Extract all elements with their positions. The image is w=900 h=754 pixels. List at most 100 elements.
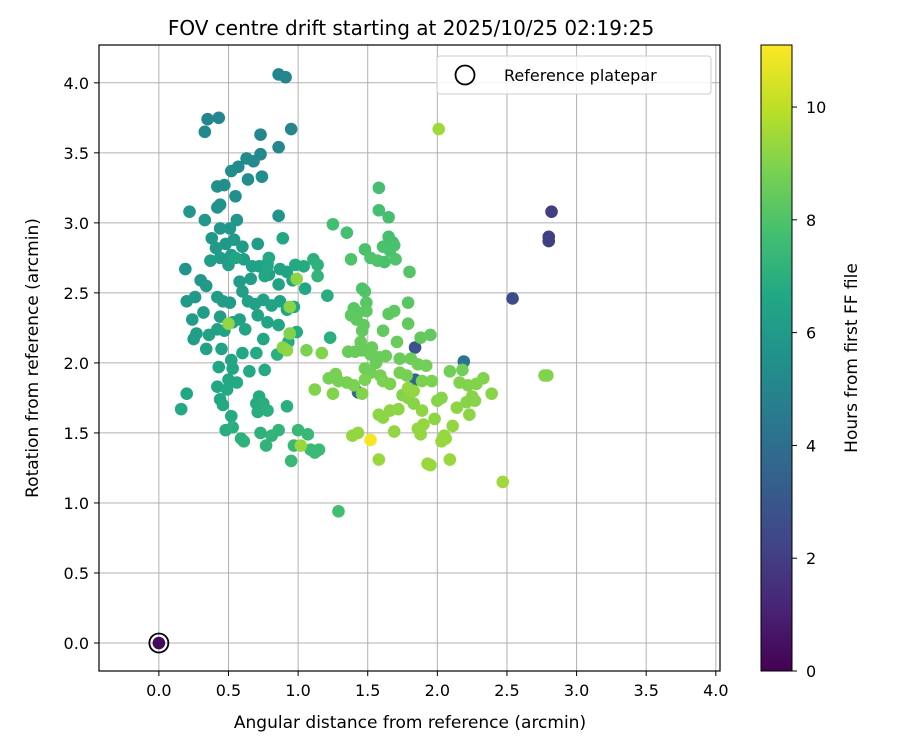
data-point	[236, 285, 249, 298]
y-tick-label: 1.5	[64, 424, 89, 443]
data-point	[259, 439, 273, 452]
data-point	[301, 428, 315, 441]
data-point	[463, 408, 476, 422]
data-point	[347, 379, 361, 392]
data-point	[428, 412, 441, 426]
data-point	[198, 125, 212, 139]
data-point	[379, 349, 393, 363]
data-point	[226, 421, 239, 434]
data-point	[180, 387, 194, 401]
data-points	[148, 68, 558, 654]
data-point	[332, 505, 345, 518]
data-point	[257, 332, 270, 346]
x-axis-ticks: 0.0 0.5 1.0 1.5 2.0 2.5 3.0 3.5 4.0	[146, 671, 729, 700]
data-point	[233, 275, 246, 288]
data-point	[276, 231, 290, 245]
data-point	[424, 328, 437, 342]
data-point	[236, 346, 249, 360]
data-point	[244, 272, 258, 286]
data-point	[378, 255, 391, 269]
legend-reference-marker	[454, 64, 476, 86]
data-point	[280, 343, 294, 357]
y-tick-label: 2.5	[64, 284, 89, 303]
data-point	[390, 335, 404, 349]
data-point	[542, 234, 556, 248]
data-point	[197, 306, 210, 319]
y-tick-label: 1.0	[64, 494, 89, 513]
colorbar-tick-label: 2	[806, 549, 816, 568]
data-point	[360, 304, 373, 318]
data-point	[255, 170, 269, 183]
data-point	[506, 292, 519, 305]
data-point	[424, 458, 437, 472]
data-point	[187, 332, 200, 346]
data-point	[372, 181, 386, 195]
data-point	[290, 272, 304, 286]
data-point	[223, 222, 237, 235]
data-point	[415, 374, 429, 388]
data-point	[243, 365, 256, 378]
data-point	[389, 252, 402, 266]
data-point	[237, 435, 251, 448]
data-point	[254, 426, 267, 440]
data-point	[179, 262, 192, 276]
x-tick-label: 0.5	[216, 681, 241, 700]
y-tick-label: 3.5	[64, 144, 89, 163]
data-point	[183, 205, 196, 218]
data-point	[425, 374, 439, 388]
data-point	[312, 443, 326, 457]
x-tick-label: 2.5	[494, 681, 519, 700]
x-tick-label: 2.0	[425, 681, 450, 700]
data-point	[180, 294, 194, 308]
data-point	[213, 251, 227, 265]
data-point	[355, 282, 369, 295]
data-point	[311, 269, 324, 283]
data-point	[226, 362, 239, 375]
data-point	[408, 341, 422, 354]
data-point	[230, 376, 244, 389]
data-point	[261, 259, 274, 273]
data-point	[414, 331, 427, 344]
data-point	[414, 428, 427, 441]
data-point	[496, 475, 510, 489]
data-point	[220, 383, 234, 396]
data-point	[460, 395, 473, 409]
reference-point-marker	[148, 632, 170, 654]
data-point	[419, 359, 433, 373]
data-point	[364, 433, 377, 447]
data-point	[229, 189, 242, 203]
data-point	[435, 435, 448, 448]
colorbar	[760, 44, 793, 672]
data-point	[241, 173, 255, 186]
data-point	[236, 240, 249, 253]
data-point	[485, 387, 498, 401]
data-point	[213, 310, 227, 323]
data-point	[372, 203, 386, 217]
data-point	[215, 342, 228, 356]
x-tick-label: 0.0	[146, 681, 171, 700]
data-point	[218, 178, 231, 192]
legend-entry-reference: Reference platepar	[504, 66, 657, 85]
data-point	[216, 398, 230, 412]
x-tick-label: 3.0	[564, 681, 589, 700]
data-point	[251, 237, 265, 251]
data-point	[272, 278, 285, 291]
data-point	[204, 254, 217, 267]
colorbar-ticks: 0 2 4 6 8 10	[792, 98, 826, 681]
data-point	[224, 164, 238, 178]
data-point	[279, 70, 292, 84]
data-point	[284, 454, 298, 468]
data-point	[323, 331, 337, 344]
x-tick-label: 1.5	[355, 681, 380, 700]
data-point	[393, 352, 407, 366]
data-point	[344, 252, 358, 266]
data-point	[443, 453, 457, 466]
data-point	[174, 402, 188, 416]
data-point	[261, 404, 274, 417]
data-point	[435, 391, 448, 405]
data-point	[415, 404, 429, 417]
data-point	[443, 365, 457, 378]
data-point	[298, 282, 312, 295]
